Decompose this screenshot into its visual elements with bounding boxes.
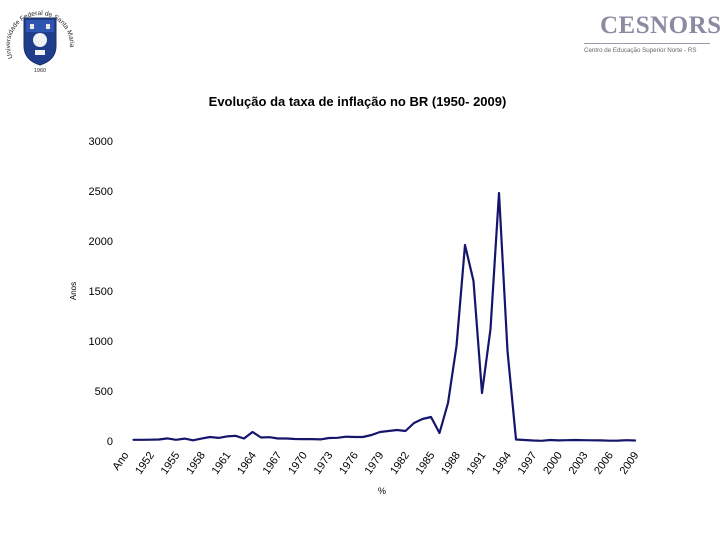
y-axis-label: Anos (69, 282, 78, 300)
x-tick-label: 1982 (388, 450, 412, 477)
x-tick-label: 1958 (184, 450, 208, 477)
y-tick-label: 0 (107, 436, 113, 448)
x-tick-label: 1997 (516, 450, 540, 477)
x-tick-label: 1964 (235, 450, 259, 477)
y-tick-label: 500 (95, 386, 113, 398)
x-tick-label: 1967 (261, 450, 285, 477)
y-tick-label: 1500 (89, 286, 113, 298)
x-tick-label: 1979 (363, 450, 387, 477)
cesnors-logo: CESNORS Centro de Educação Superior Nort… (582, 8, 720, 58)
x-tick-label: 1991 (465, 450, 489, 477)
x-tick-label: 2003 (567, 450, 591, 477)
x-tick-label: 2006 (592, 450, 616, 477)
logo-divider (584, 43, 710, 44)
cesnors-tagline: Centro de Educação Superior Norte - RS (584, 47, 697, 54)
x-tick-label: 1961 (210, 450, 234, 477)
y-tick-label: 1000 (89, 336, 113, 348)
series-line-inflacao (132, 191, 637, 442)
x-tick-label: 1955 (159, 450, 183, 477)
x-tick-label: Ano (110, 450, 131, 473)
y-tick-label: 2500 (89, 186, 113, 198)
x-tick-label: 1985 (414, 450, 438, 477)
x-tick-label: 1970 (286, 450, 310, 477)
cesnors-brand: CESNORS (600, 12, 720, 39)
university-seal-logo: Universidade Federal de Santa Maria 1960 (5, 10, 75, 74)
x-tick-label: 2000 (541, 450, 565, 477)
x-tick-label: 1988 (439, 450, 463, 477)
x-tick-label: 2009 (618, 450, 642, 477)
x-axis-label: % (378, 486, 386, 496)
x-tick-label: 1973 (312, 450, 336, 477)
x-tick-label: 1994 (490, 450, 514, 477)
x-tick-label: 1952 (133, 450, 157, 477)
seal-year: 1960 (34, 68, 46, 74)
x-tick-label: 1976 (337, 450, 361, 477)
chart-title: Evolução da taxa de inflação no BR (1950… (208, 94, 507, 109)
y-tick-label: 2000 (89, 236, 113, 248)
y-tick-label: 3000 (89, 136, 113, 148)
